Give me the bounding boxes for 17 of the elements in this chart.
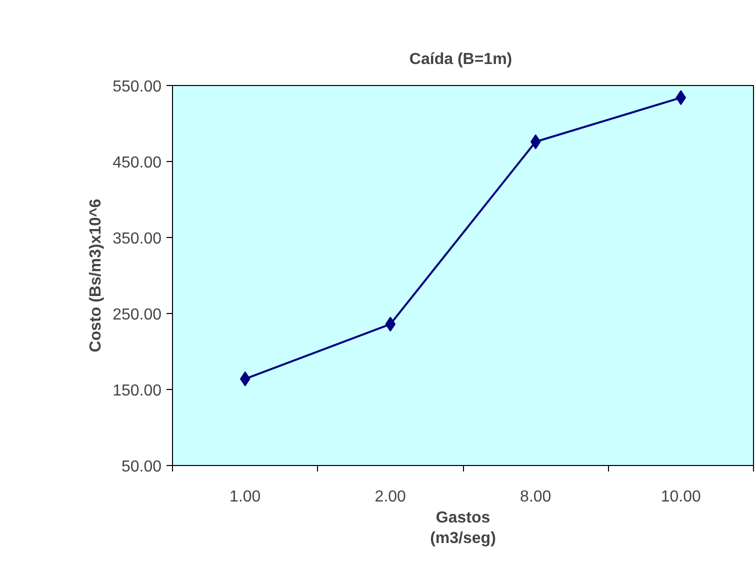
point — [385, 316, 396, 332]
point — [530, 134, 541, 150]
point — [676, 90, 686, 106]
y-tick-label: 550.00 — [112, 78, 162, 96]
x-tick-label: 8.00 — [520, 488, 552, 506]
x-tick-label: 1.00 — [230, 488, 261, 506]
y-tick-label: 350.00 — [112, 230, 162, 248]
y-axis-title: Costo (Bs/m3)x10^6 — [88, 198, 105, 352]
chart-title: Caída (B=1m) — [409, 51, 512, 68]
x-tick-label: 10.00 — [660, 488, 701, 506]
x-tick-label: 2.00 — [374, 488, 406, 506]
x-axis-title: Gastos (m3/seg) — [430, 510, 496, 547]
point — [240, 371, 250, 386]
y-tick-label: 50.00 — [121, 458, 162, 476]
y-tick-label: 250.00 — [112, 306, 162, 324]
y-tick-label: 450.00 — [112, 154, 162, 172]
y-tick-label: 150.00 — [112, 382, 162, 400]
